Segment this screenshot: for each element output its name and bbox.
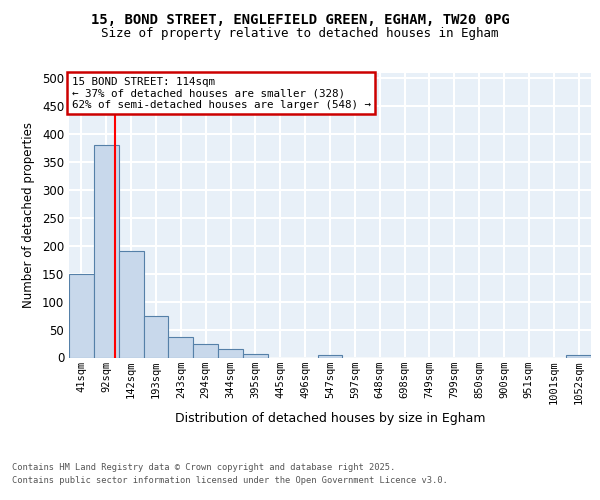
Bar	[119, 252, 143, 358]
Bar	[243, 354, 268, 358]
Text: 15 BOND STREET: 114sqm
← 37% of detached houses are smaller (328)
62% of semi-de: 15 BOND STREET: 114sqm ← 37% of detached…	[71, 77, 371, 110]
Bar	[169, 337, 193, 357]
Text: Contains HM Land Registry data © Crown copyright and database right 2025.: Contains HM Land Registry data © Crown c…	[12, 464, 395, 472]
Bar	[193, 344, 218, 357]
Text: Contains public sector information licensed under the Open Government Licence v3: Contains public sector information licen…	[12, 476, 448, 485]
Text: Size of property relative to detached houses in Egham: Size of property relative to detached ho…	[101, 28, 499, 40]
Y-axis label: Number of detached properties: Number of detached properties	[22, 122, 35, 308]
Bar	[69, 274, 94, 357]
Bar	[218, 349, 243, 358]
Bar	[566, 356, 591, 358]
Bar	[317, 356, 343, 358]
Bar	[143, 316, 169, 358]
Text: 15, BOND STREET, ENGLEFIELD GREEN, EGHAM, TW20 0PG: 15, BOND STREET, ENGLEFIELD GREEN, EGHAM…	[91, 12, 509, 26]
Bar	[94, 145, 119, 358]
X-axis label: Distribution of detached houses by size in Egham: Distribution of detached houses by size …	[175, 412, 485, 426]
